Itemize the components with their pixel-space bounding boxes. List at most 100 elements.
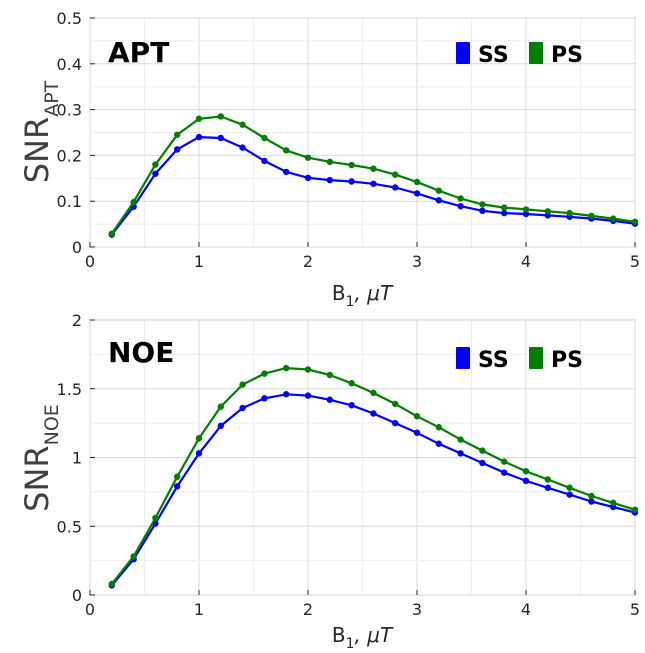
gridlines-apt [89,17,636,248]
data-point-ss [566,491,573,498]
x-axis-label-unit-apt: , μT [355,281,394,305]
x-tick-label: 5 [630,252,640,271]
data-point-ps [522,206,530,213]
data-point-ps [370,165,377,172]
data-point-ps [152,514,159,522]
data-point-ps [392,400,399,408]
y-axis-label-sub-apt: APT [41,80,63,116]
panel-label-apt: APT [108,36,169,69]
y-tick-label: 2 [72,311,82,330]
data-point-ss [348,402,355,409]
data-point-ss [457,450,464,457]
data-point-ps [348,380,355,387]
data-point-ps [195,435,203,442]
data-point-ps [392,171,399,178]
data-point-ps [631,218,639,226]
panel-label-noe: NOE [108,336,174,369]
y-axis-label-main-apt: SNR [18,117,56,183]
y-tick-label: 0.4 [57,55,82,74]
legend-noe: SS PS [456,347,583,373]
data-point-ps [217,113,224,120]
data-point-ss [195,133,203,141]
data-point-ps [435,424,442,431]
x-tick-label: 1 [194,600,204,619]
x-tick-label: 3 [412,600,422,619]
data-point-ps [304,366,312,373]
data-point-ps [501,458,508,465]
data-point-ps [261,370,268,377]
data-point-ps [544,476,551,483]
x-axis-label-sub-noe: 1 [346,636,355,652]
data-point-ss [152,170,159,177]
data-point-ss [174,483,181,490]
data-point-ps [479,201,486,208]
data-point-ps [544,208,551,215]
data-point-ss [435,197,442,204]
legend-label-ps-noe: PS [551,348,583,373]
chart-panel-noe: 0 1 2 3 4 500.511.52 NOE SS PS SNRNOE B1, μT [18,311,640,652]
data-point-ps [261,134,268,142]
x-tick-label: 0 [85,600,95,619]
x-axis-label-main-noe: B [332,623,346,647]
data-point-ss [304,392,312,399]
data-point-ss [304,174,312,182]
data-point-ss [392,184,399,191]
data-point-ps [152,161,159,168]
data-point-ss [239,144,246,151]
data-point-ss [261,395,268,402]
data-point-ss [283,391,290,398]
x-tick-label: 5 [630,600,640,619]
y-tick-label: 0.5 [57,9,82,28]
ticks-noe: 0 1 2 3 4 5 0 0.5 1 1.5 2 [57,311,641,619]
x-axis-label-main-apt: B [332,281,346,305]
x-axis-label-sub-apt: 1 [346,294,355,310]
data-point-ss [283,168,290,176]
legend-label-ps-apt: PS [551,43,583,68]
legend-swatch-ps-apt [529,42,543,64]
y-axis-label-noe: SNRNOE [18,404,63,512]
data-point-ps [457,436,464,443]
legend-swatch-ps-noe [529,347,543,369]
x-tick-label: 3 [412,252,422,271]
data-point-ss [501,469,508,476]
y-axis-label-sub-noe: NOE [41,404,63,445]
data-point-ps [413,413,421,420]
y-tick-label: 0.3 [57,101,82,120]
data-point-ps [566,209,573,217]
data-point-ss [392,419,399,427]
data-point-ps [413,178,421,186]
x-axis-label-apt: B1, μT [332,281,394,310]
data-point-ss [326,396,333,403]
y-tick-label: 1 [72,449,82,468]
data-point-ps [108,580,116,588]
data-point-ps [326,158,333,166]
data-point-ps [566,484,573,491]
data-point-ss [348,178,355,185]
data-point-ps [479,447,486,454]
data-point-ss [501,209,508,217]
legend-swatch-ss-apt [456,42,470,64]
data-point-ss [479,459,486,467]
x-tick-label: 4 [521,600,531,619]
data-point-ps [501,204,508,211]
y-tick-label: 0.1 [57,192,82,211]
data-point-ps [108,230,116,237]
data-point-ss [588,498,595,505]
data-point-ss [261,157,268,165]
y-tick-label: 0.2 [57,146,82,165]
data-point-ss [239,404,246,412]
ticks-apt: 0 1 2 3 4 5 0 0.1 0.2 0.3 0.4 0.5 [57,9,641,271]
data-point-ss [435,440,442,447]
data-point-ps [457,195,464,202]
data-point-ps [217,403,224,410]
data-point-ss [217,134,224,142]
data-point-ps [522,468,530,475]
y-axis-label-main-noe: SNR [18,445,56,511]
data-point-ss [217,422,224,430]
data-point-ss [195,450,203,457]
data-point-ps [174,131,181,138]
data-point-ss [522,210,530,218]
data-point-ps [130,198,137,206]
data-point-ps [610,215,617,222]
